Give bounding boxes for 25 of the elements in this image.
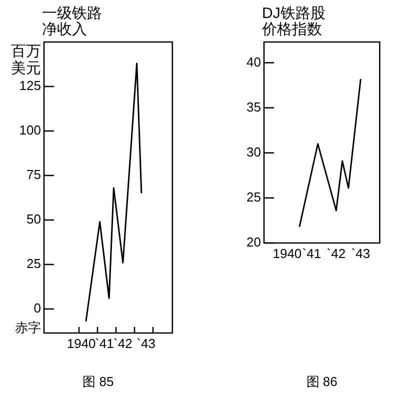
y-tick-label: 25 bbox=[26, 256, 41, 272]
y-tick-label: 0 bbox=[34, 300, 41, 316]
x-tick-label: `43 bbox=[136, 336, 156, 352]
chart-title: 一级铁路净收入 bbox=[42, 5, 102, 38]
x-tick-label: `42 bbox=[326, 246, 346, 262]
chart-title: DJ铁路股价格指数 bbox=[261, 5, 326, 38]
x-tick-label: `43 bbox=[351, 246, 370, 262]
x-tick-label: `41 bbox=[95, 336, 114, 352]
y-tick-label: 25 bbox=[246, 190, 261, 205]
y-tick-label: 30 bbox=[246, 144, 261, 160]
y-tick-label: 50 bbox=[26, 212, 41, 227]
y-axis-title: 百万美元 bbox=[11, 43, 41, 77]
y-tick-label: 赤字 bbox=[15, 320, 41, 336]
caption: 图 85 bbox=[82, 374, 114, 389]
caption: 图 86 bbox=[306, 374, 338, 389]
x-tick-label: 1940 bbox=[272, 246, 302, 262]
y-tick-label: 40 bbox=[246, 54, 261, 70]
y-tick-label: 100 bbox=[19, 122, 41, 138]
x-tick-label: `42 bbox=[114, 336, 132, 352]
y-tick-label: 75 bbox=[26, 167, 41, 182]
y-tick-label: 20 bbox=[246, 234, 261, 250]
y-tick-label: 125 bbox=[19, 78, 41, 94]
x-tick-label: 1940 bbox=[66, 336, 96, 352]
x-tick-label: `41 bbox=[302, 246, 322, 262]
y-tick-label: 35 bbox=[246, 99, 261, 114]
